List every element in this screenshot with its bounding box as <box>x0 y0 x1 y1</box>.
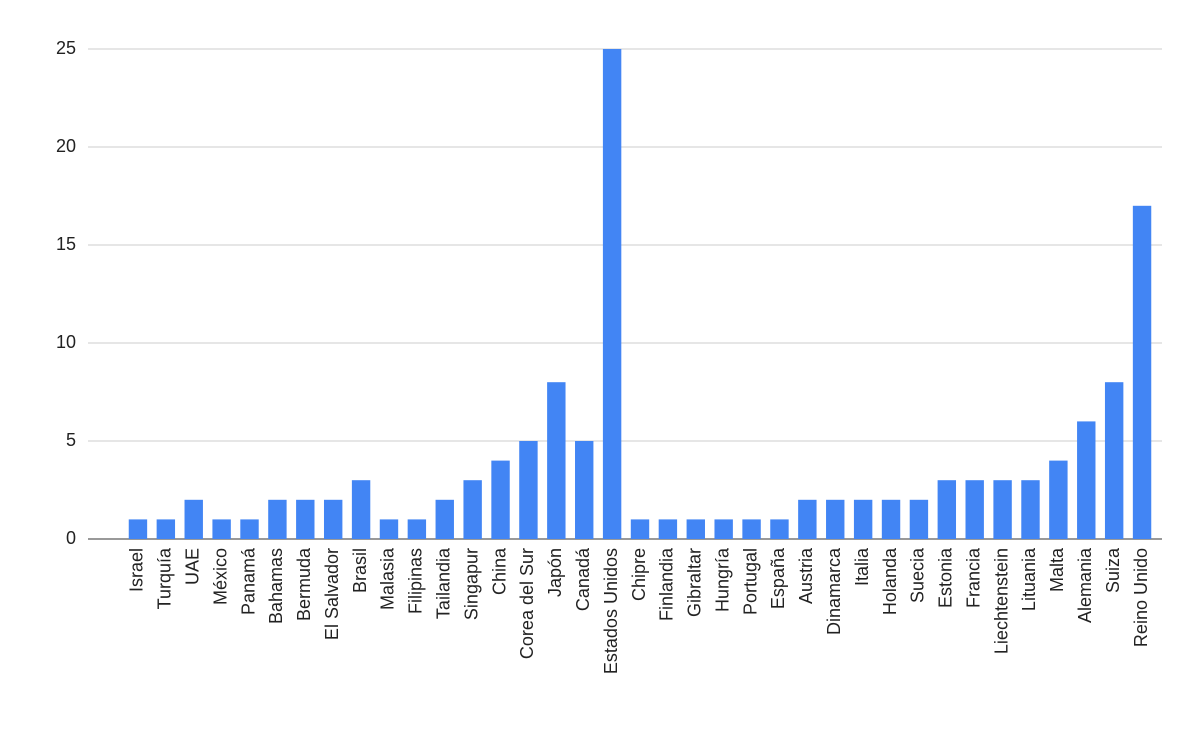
bar <box>296 499 315 539</box>
bar <box>770 519 789 539</box>
bar <box>658 519 678 539</box>
x-tick-label: Portugal <box>740 548 760 615</box>
x-tick-label: Finlandia <box>657 547 677 621</box>
bar <box>323 499 343 539</box>
y-tick-label: 10 <box>56 332 76 352</box>
bar <box>547 382 566 539</box>
x-tick-label: Gibraltar <box>685 548 705 617</box>
bar <box>686 519 705 539</box>
bar <box>965 480 984 539</box>
bar <box>491 460 510 539</box>
x-tick-label: Japón <box>545 548 565 597</box>
x-tick-label: Suecia <box>908 547 928 603</box>
x-tick-label: Italia <box>852 547 872 586</box>
x-tick-label: Lituania <box>1019 547 1039 611</box>
x-tick-label: El Salvador <box>322 548 342 640</box>
bar <box>937 480 957 539</box>
y-tick-label: 15 <box>56 234 76 254</box>
y-tick-label: 0 <box>66 528 76 548</box>
x-tick-label: Malasia <box>378 547 398 610</box>
bar <box>630 519 650 539</box>
bar <box>128 519 148 539</box>
x-tick-label: Filipinas <box>406 548 426 614</box>
x-tick-label: Panamá <box>238 547 258 615</box>
bar <box>268 499 287 539</box>
bar <box>519 441 538 539</box>
bar <box>212 519 231 539</box>
x-tick-label: Holanda <box>880 547 900 615</box>
x-tick-label: Alemania <box>1075 547 1095 623</box>
x-tick-label: Bahamas <box>266 548 286 624</box>
bar <box>435 499 454 539</box>
y-tick-label: 5 <box>66 430 76 450</box>
y-tick-label: 25 <box>56 38 76 58</box>
x-tick-label: China <box>489 547 509 595</box>
bar <box>881 499 901 539</box>
bar <box>1049 460 1068 539</box>
x-tick-label: Canadá <box>573 547 593 611</box>
bar <box>240 519 259 539</box>
x-tick-label: Austria <box>796 547 816 604</box>
bar <box>602 49 622 539</box>
x-tick-label: Malta <box>1047 547 1067 592</box>
x-tick-label: Chipre <box>629 548 649 601</box>
x-tick-label: Estonia <box>936 547 956 608</box>
bar <box>1104 382 1124 539</box>
bar <box>909 499 929 539</box>
bar <box>1077 421 1096 539</box>
bar <box>575 441 594 539</box>
bar <box>184 499 203 539</box>
x-tick-label: Dinamarca <box>824 547 844 635</box>
x-tick-label: Hungría <box>712 547 732 612</box>
x-tick-label: Brasil <box>350 548 370 593</box>
x-tick-label: Reino Unido <box>1131 548 1151 647</box>
x-tick-label: Liechtenstein <box>991 548 1011 654</box>
bar <box>156 519 176 539</box>
x-tick-label: Turquía <box>155 547 175 609</box>
x-tick-label: Corea del Sur <box>517 548 537 659</box>
bar <box>1132 205 1152 540</box>
bar <box>742 519 761 539</box>
bar <box>993 480 1012 539</box>
bar <box>1021 480 1040 539</box>
x-tick-label: Tailandia <box>434 547 454 619</box>
x-tick-label: Suiza <box>1103 547 1123 593</box>
bar <box>463 480 482 539</box>
x-tick-label: Singapur <box>461 548 481 620</box>
x-tick-label: Estados Unidos <box>601 548 621 674</box>
x-tick-label: España <box>768 547 788 609</box>
bar <box>714 519 733 539</box>
x-tick-label: UAE <box>182 548 202 585</box>
x-tick-label: Francia <box>963 547 983 608</box>
x-tick-label: Bermuda <box>294 547 314 621</box>
x-tick-label: México <box>210 548 230 605</box>
x-tick-label: Israel <box>127 548 147 592</box>
bar <box>853 499 873 539</box>
bar <box>798 499 817 539</box>
bar <box>351 480 371 539</box>
bar <box>379 519 399 539</box>
bar <box>407 519 427 539</box>
y-tick-label: 20 <box>56 136 76 156</box>
bar <box>826 499 845 539</box>
